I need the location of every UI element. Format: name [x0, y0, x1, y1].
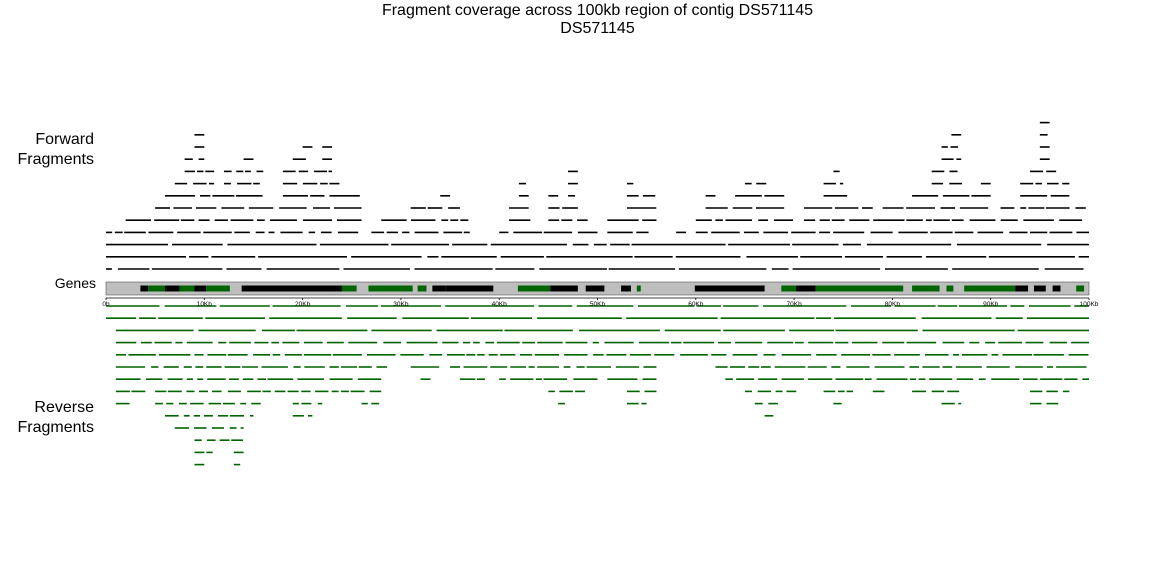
plot-subtitle: DS571145 — [560, 20, 635, 37]
gene-block — [164, 285, 180, 292]
gene-block — [946, 285, 954, 292]
axis-tick-label: 80Kb — [885, 301, 901, 308]
gene-block — [417, 285, 427, 292]
gene-block — [368, 285, 413, 292]
gene-block — [781, 285, 797, 292]
gene-block — [179, 285, 195, 292]
gene-block — [964, 285, 1006, 292]
axis-tick-label: 20Kb — [295, 301, 311, 308]
reverse-label-line1: Reverse — [34, 399, 94, 416]
axis-tick-label: 100Kb — [1080, 301, 1099, 308]
gene-block — [194, 285, 207, 292]
forward-label-line2: Fragments — [17, 150, 94, 168]
genes-track-label: Genes — [54, 275, 96, 291]
reverse-fragments-label: Reverse Fragments — [18, 398, 94, 437]
gene-block — [432, 285, 446, 292]
forward-fragments-layer — [106, 121, 1089, 270]
gene-block — [550, 285, 578, 292]
forward-label-line1: Forward — [35, 131, 94, 148]
axis-tick-label: 40Kb — [492, 301, 508, 308]
reverse-fragments-layer — [106, 305, 1089, 466]
axis-tick-label: 0b — [102, 301, 110, 308]
gene-block — [585, 285, 605, 292]
gene-track — [105, 281, 1090, 296]
axis-tick-label: 90Kb — [983, 301, 999, 308]
gene-block — [694, 285, 765, 292]
gene-block — [796, 285, 816, 292]
axis-tick-label: 70Kb — [787, 301, 803, 308]
gene-block — [1052, 285, 1061, 292]
gene-block — [445, 285, 494, 292]
gene-block — [1033, 285, 1046, 292]
reverse-label-line2: Fragments — [17, 418, 94, 436]
gene-block — [341, 285, 357, 292]
axis-tick-label: 30Kb — [393, 301, 409, 308]
gene-block — [1076, 285, 1085, 292]
gene-block — [140, 285, 149, 292]
gene-block — [912, 285, 940, 292]
axis-tick-label: 10Kb — [197, 301, 213, 308]
gene-block — [1005, 285, 1016, 292]
axis-tick-label: 60Kb — [688, 301, 704, 308]
gene-block — [621, 285, 631, 292]
axis-tick-label: 50Kb — [590, 301, 606, 308]
gene-block — [517, 285, 551, 292]
gene-block — [148, 285, 165, 292]
gene-block — [241, 285, 342, 292]
forward-fragments-label: Forward Fragments — [18, 130, 94, 169]
gene-block — [1015, 285, 1029, 292]
gene-block — [206, 285, 230, 292]
plot-title: Fragment coverage across 100kb region of… — [381, 2, 814, 19]
gene-block — [815, 285, 904, 292]
genomic-axis: 0b 10Kb 20Kb 30Kb 40Kb 50Kb 60Kb 70Kb 80Kb 90Kb 10… — [102, 297, 1099, 308]
gene-block — [636, 285, 641, 292]
